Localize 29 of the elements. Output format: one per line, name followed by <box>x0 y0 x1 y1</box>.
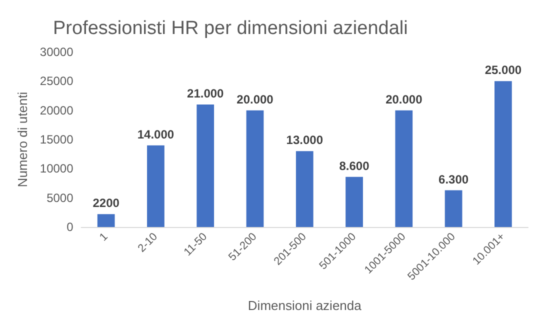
data-label: 20.000 <box>236 92 274 106</box>
bar <box>395 110 413 227</box>
bar <box>147 145 164 227</box>
data-label: 2200 <box>92 196 120 210</box>
bar <box>494 81 512 227</box>
bar <box>246 110 264 227</box>
data-label: 21.000 <box>187 86 224 100</box>
bar <box>346 176 363 227</box>
x-tick-label: 1 <box>98 230 110 244</box>
y-tick-label: 30000 <box>40 45 74 59</box>
data-label: 6.300 <box>438 172 469 186</box>
bar <box>296 151 314 227</box>
y-tick-label: 25000 <box>40 74 74 88</box>
data-label: 14.000 <box>137 127 174 142</box>
bar <box>97 214 115 227</box>
x-axis-title: Dimensioni azienda <box>248 298 362 313</box>
y-tick-label: 15000 <box>40 132 74 146</box>
data-label: 8.600 <box>339 158 370 173</box>
y-tick-label: 10000 <box>40 162 74 176</box>
bar <box>444 190 462 227</box>
y-tick-label: 5000 <box>46 190 74 205</box>
data-label: 13.000 <box>286 133 324 148</box>
y-tick-label: 20000 <box>40 103 74 118</box>
data-label: 20.000 <box>386 92 423 106</box>
y-axis-title: Numero di utenti <box>15 92 30 188</box>
chart-title: Professionisti HR per dimensioni aziendali <box>53 18 408 39</box>
y-tick-label: 0 <box>66 220 74 234</box>
bar <box>196 104 214 227</box>
data-label: 25.000 <box>484 63 522 78</box>
